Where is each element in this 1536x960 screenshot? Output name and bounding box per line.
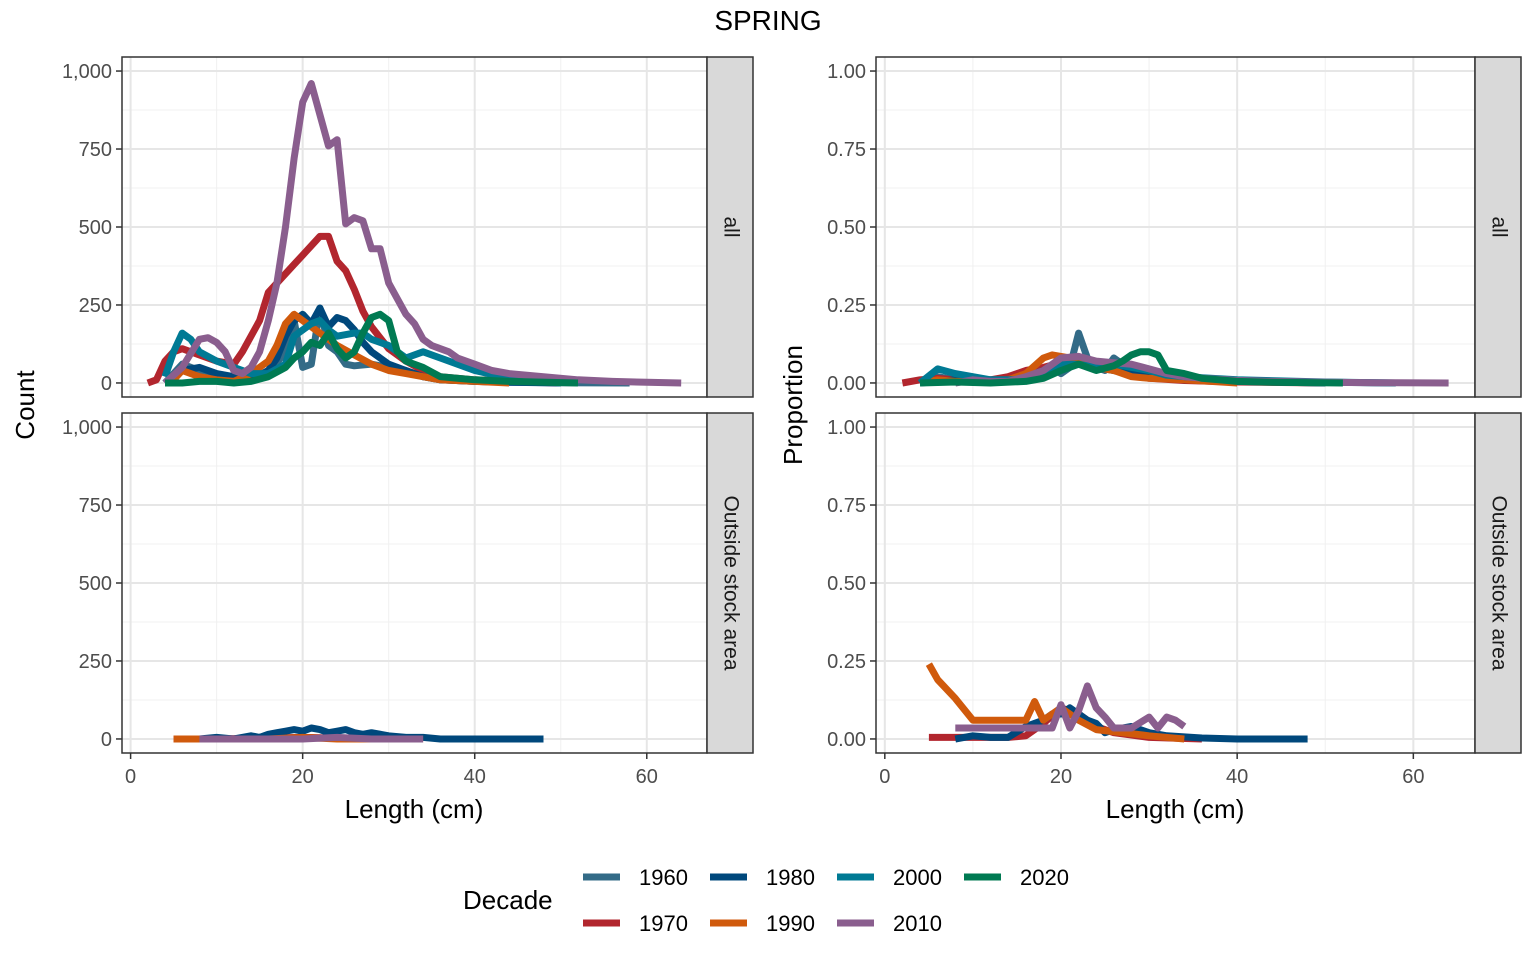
- y-tick-label: 1,000: [62, 417, 112, 439]
- y-tick-label: 0.00: [827, 373, 866, 395]
- series-line-2010: [162, 80, 682, 387]
- series-line-2010: [199, 733, 424, 743]
- panel-count-outside: 0 250 500 750 1,000 0 20 40 60 Outside stock area: [62, 412, 754, 788]
- series-line-1990: [925, 662, 1185, 743]
- legend-item-2010: 2010: [837, 911, 942, 936]
- y-tick-label: 0: [101, 373, 112, 395]
- legend-label: 2000: [893, 865, 942, 890]
- y-tick-label: 0: [101, 729, 112, 751]
- legend-item-1990: 1990: [710, 911, 815, 936]
- y-tick-label: 0.50: [827, 573, 866, 595]
- y-tick-label: 0.50: [827, 217, 866, 239]
- y-tick-label: 1.00: [827, 417, 866, 439]
- y-tick-label: 0.75: [827, 495, 866, 517]
- legend-label: 1970: [639, 911, 688, 936]
- facet-strip-label: Outside stock area: [719, 495, 742, 670]
- y-tick-label: 0.75: [827, 139, 866, 161]
- x-tick-label: 40: [464, 766, 486, 788]
- x-tick-label: 60: [1402, 766, 1424, 788]
- legend-item-2020: 2020: [964, 865, 1069, 890]
- x-tick-label: 40: [1226, 766, 1248, 788]
- facet-strip-label: all: [719, 216, 742, 237]
- y-tick-label: 1,000: [62, 61, 112, 83]
- x-tick-label: 0: [879, 766, 890, 788]
- series-line-2020: [165, 310, 579, 387]
- legend-title: Decade: [463, 885, 553, 915]
- x-tick-label: 20: [1050, 766, 1072, 788]
- x-axis-label-left: Length (cm): [345, 794, 484, 824]
- count-axis-label: Count: [10, 370, 40, 440]
- x-axis-label-right: Length (cm): [1106, 794, 1245, 824]
- legend-label: 1960: [639, 865, 688, 890]
- panel-prop-outside: 0.00 0.25 0.50 0.75 1.00 0 20 40 60 Outside stock…: [827, 412, 1522, 788]
- panel-prop-all: 0.00 0.25 0.50 0.75 1.00 all: [827, 56, 1522, 398]
- y-tick-label: 0.25: [827, 651, 866, 673]
- chart-title: SPRING: [714, 5, 821, 36]
- y-tick-label: 1.00: [827, 61, 866, 83]
- facet-strip: [1474, 412, 1522, 754]
- x-tick-label: 20: [292, 766, 314, 788]
- facet-strip: [706, 56, 754, 398]
- legend-label: 1990: [766, 911, 815, 936]
- series-line-2000: [161, 317, 562, 387]
- facet-strip: [1474, 56, 1522, 398]
- y-tick-label: 250: [79, 651, 112, 673]
- legend-item-1960: 1960: [583, 865, 688, 890]
- y-tick-label: 750: [79, 495, 112, 517]
- x-tick-label: 60: [636, 766, 658, 788]
- series-line-2010: [955, 682, 1187, 732]
- legend-item-2000: 2000: [837, 865, 942, 890]
- y-tick-label: 0.25: [827, 295, 866, 317]
- y-tick-label: 250: [79, 295, 112, 317]
- x-tick-label: 0: [125, 766, 136, 788]
- legend-label: 2010: [893, 911, 942, 936]
- facet-strip-label: Outside stock area: [1487, 495, 1510, 670]
- y-tick-label: 0.00: [827, 729, 866, 751]
- facet-strip: [706, 412, 754, 754]
- legend-item-1980: 1980: [710, 865, 815, 890]
- series-line-2020: [919, 348, 1343, 387]
- y-tick-label: 750: [79, 139, 112, 161]
- legend-label: 1980: [766, 865, 815, 890]
- facet-strip-label: all: [1487, 216, 1510, 237]
- proportion-axis-label: Proportion: [778, 345, 808, 465]
- legend: Decade 1960 1970 1980 1990 2000 2010 2020: [463, 865, 1069, 936]
- y-tick-label: 500: [79, 573, 112, 595]
- panels-layer: 0 250 500 750 1,000 all 0.00 0.25 0.50 0.75 1.00 al…: [62, 56, 1522, 788]
- y-tick-label: 500: [79, 217, 112, 239]
- panel-count-all: 0 250 500 750 1,000 all: [62, 56, 754, 398]
- legend-label: 2020: [1020, 865, 1069, 890]
- legend-item-1970: 1970: [583, 911, 688, 936]
